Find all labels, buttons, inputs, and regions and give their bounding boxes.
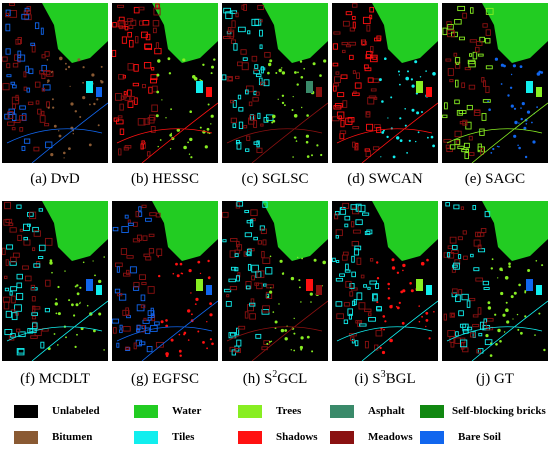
caption-gt: (j) GT [476, 371, 514, 387]
panel-mcdlt [2, 201, 108, 361]
map-graphic [2, 3, 108, 163]
classification-map [442, 3, 548, 163]
legend-item-bitumen: Bitumen [14, 430, 92, 444]
legend-swatch [134, 430, 158, 444]
legend-item-tiles: Tiles [134, 430, 194, 444]
map-graphic [112, 201, 218, 361]
map-graphic [222, 201, 328, 361]
caption-mcdlt: (f) MCDLT [20, 371, 90, 387]
classification-map [112, 201, 218, 361]
map-graphic [332, 201, 438, 361]
legend-swatch [330, 404, 354, 418]
legend-swatch [238, 430, 262, 444]
map-graphic [332, 3, 438, 163]
map-graphic [112, 3, 218, 163]
panel-s3bgl [332, 201, 438, 361]
legend-item-bare-soil: Bare Soil [420, 430, 501, 444]
legend-swatch [238, 404, 262, 418]
classification-map [332, 201, 438, 361]
classification-map [222, 3, 328, 163]
legend-swatch [134, 404, 158, 418]
legend-item-unlabeled: Unlabeled [14, 404, 100, 418]
legend-swatch [420, 430, 444, 444]
class-legend: Unlabeled Water Trees Asphalt Self-block… [0, 400, 550, 451]
legend-swatch [420, 404, 444, 418]
caption-dvd: (a) DvD [30, 171, 80, 187]
panel-s2gcl [222, 201, 328, 361]
classification-map [2, 3, 108, 163]
legend-swatch [330, 430, 354, 444]
panel-sglsc [222, 3, 328, 163]
map-graphic [222, 3, 328, 163]
legend-item-self-blocking-bricks: Self-blocking bricks [420, 404, 546, 418]
classification-map [222, 201, 328, 361]
legend-item-trees: Trees [238, 404, 301, 418]
classification-map [332, 3, 438, 163]
caption-sagc: (e) SAGC [464, 171, 526, 187]
caption-s3bgl: (i) S3BGL [354, 369, 416, 388]
legend-item-water: Water [134, 404, 201, 418]
map-graphic [442, 3, 548, 163]
map-graphic [443, 201, 548, 361]
panel-gt [442, 201, 548, 361]
legend-item-asphalt: Asphalt [330, 404, 405, 418]
classification-map [112, 3, 218, 163]
caption-egfsc: (g) EGFSC [131, 371, 199, 387]
legend-swatch [14, 404, 38, 418]
panel-sagc [442, 3, 548, 163]
panel-hessc [112, 3, 218, 163]
caption-s2gcl: (h) S2GCL [242, 369, 308, 388]
map-graphic [2, 201, 108, 361]
caption-swcan: (d) SWCAN [347, 171, 423, 187]
panel-egfsc [112, 201, 218, 361]
classification-map [442, 201, 548, 361]
panel-swcan [332, 3, 438, 163]
caption-hessc: (b) HESSC [131, 171, 199, 187]
classification-map-grid: (a) DvD (b) HESSC (c) SGLSC (d) SWCAN (e… [2, 3, 548, 388]
legend-swatch [14, 430, 38, 444]
panel-dvd [2, 3, 108, 163]
classification-map [2, 201, 108, 361]
legend-item-meadows: Meadows [330, 430, 413, 444]
caption-sglsc: (c) SGLSC [241, 171, 309, 187]
legend-item-shadows: Shadows [238, 430, 318, 444]
